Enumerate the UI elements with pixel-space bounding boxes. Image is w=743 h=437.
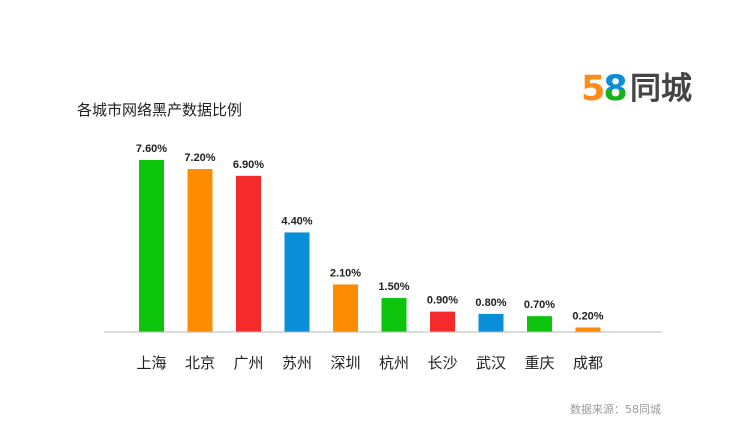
bar-6: [430, 311, 455, 332]
bar-3: [284, 232, 310, 332]
logo-wordmark: 同城: [630, 71, 692, 107]
value-label-1: 7.20%: [184, 152, 215, 164]
value-label-3: 4.40%: [281, 215, 312, 227]
category-label-4: 深圳: [330, 354, 360, 372]
value-label-6: 0.90%: [427, 295, 458, 307]
bar-8: [527, 316, 552, 332]
bar-5: [381, 298, 407, 332]
value-label-8: 0.70%: [524, 299, 555, 311]
bar-1: [187, 169, 213, 332]
category-label-5: 杭州: [379, 354, 409, 372]
chart-title: 各城市网络黑产数据比例: [77, 101, 243, 119]
logo-digit-8: 8: [603, 69, 627, 109]
value-label-9: 0.20%: [572, 310, 603, 322]
value-label-0: 7.60%: [136, 143, 167, 155]
brand-logo: 58 同城: [581, 69, 706, 109]
category-label-8: 重庆: [524, 354, 554, 372]
bar-0: [139, 160, 164, 332]
category-label-0: 上海: [136, 354, 166, 372]
category-label-7: 武汉: [476, 354, 506, 372]
bar-4: [333, 284, 358, 332]
value-label-5: 1.50%: [378, 281, 409, 293]
bar-group: [139, 160, 601, 332]
value-label-2: 6.90%: [233, 159, 264, 171]
category-label-6: 长沙: [427, 354, 457, 372]
logo-58-mark: 58: [581, 69, 628, 109]
value-label-group: 7.60% 7.20% 6.90% 4.40% 2.10% 1.50% 0.90% 0.80%…: [136, 143, 604, 322]
bar-9: [575, 327, 601, 332]
category-label-2: 广州: [233, 354, 263, 372]
bar-7: [478, 313, 504, 332]
value-label-7: 0.80%: [475, 297, 506, 309]
category-label-1: 北京: [185, 354, 215, 372]
category-label-9: 成都: [573, 354, 603, 372]
data-source-note: 数据来源：58同城: [570, 403, 661, 416]
logo-digit-5: 5: [581, 69, 605, 109]
category-label-3: 苏州: [282, 354, 312, 372]
category-label-group: 上海 北京 广州 苏州 深圳 杭州 长沙 武汉 重庆 成都: [136, 354, 603, 372]
value-label-4: 2.10%: [330, 267, 361, 279]
bar-2: [236, 175, 261, 332]
